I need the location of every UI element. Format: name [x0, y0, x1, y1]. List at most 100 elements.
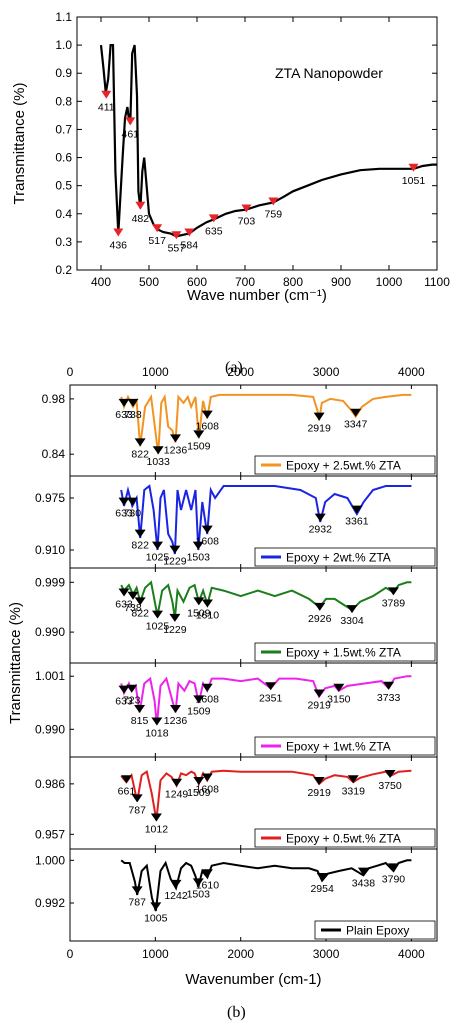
peak-label-b: 1509 [187, 705, 211, 717]
peak-label-b: 723 [123, 695, 141, 707]
peak-marker-b [169, 704, 181, 713]
legend-box-b [254, 547, 436, 567]
peak-label-b: 3733 [377, 692, 401, 704]
peak-marker-a [184, 228, 195, 237]
legend-box-b [254, 736, 436, 756]
peak-marker-b [151, 717, 163, 726]
peak-marker-b [169, 613, 181, 622]
peak-marker-b [201, 599, 213, 608]
peak-label-a: 703 [238, 216, 256, 228]
x-tick-label-b: 1000 [142, 947, 169, 961]
peak-marker-b [313, 689, 325, 698]
y-tick-label-a: 0.3 [55, 235, 72, 249]
y-tick-label-b: 0.910 [35, 543, 65, 557]
y-tick-label-b: 0.975 [35, 491, 65, 505]
legend-label-b: Epoxy + 0.5wt.% ZTA [286, 832, 401, 846]
peak-label-b: 2919 [307, 787, 331, 799]
peak-label-a: 1051 [402, 175, 426, 187]
peak-marker-b [350, 408, 362, 417]
legend-box-b [254, 828, 436, 848]
peak-label-b: 1509 [187, 440, 211, 452]
peak-marker-b [171, 778, 183, 787]
peak-marker-a [135, 201, 146, 210]
peak-marker-a [113, 228, 124, 237]
peak-label-b: 3150 [327, 694, 351, 706]
peak-label-b: 730 [124, 508, 142, 520]
peak-label-a: 517 [148, 235, 166, 247]
peak-marker-b [347, 775, 359, 784]
y-tick-label-b: 0.986 [35, 777, 65, 791]
peak-marker-b [193, 695, 205, 704]
peak-label-b: 2919 [307, 700, 331, 712]
peak-marker-b [118, 497, 130, 506]
y-tick-label-b: 0.992 [35, 896, 65, 910]
peak-marker-b [201, 525, 213, 534]
x-tick-label-a: 600 [187, 275, 207, 289]
plot-frame-a [76, 16, 438, 271]
y-tick-label-a: 0.8 [55, 94, 72, 108]
x-tick-label-b-top: 1000 [142, 365, 169, 379]
peak-label-b: 2919 [307, 423, 331, 435]
panel-frame-b [69, 848, 438, 942]
x-tick-label-b: 4000 [398, 947, 425, 961]
x-tick-label-b-top: 0 [67, 365, 74, 379]
legend-box-b [314, 920, 436, 940]
peak-label-b: 1025 [146, 621, 170, 633]
x-tick-label-b: 2000 [227, 947, 254, 961]
y-axis-label-b: Transmittance (%) [7, 602, 24, 724]
peak-marker-b [118, 685, 130, 694]
peak-label-b: 3361 [345, 516, 369, 528]
peak-label-b: 822 [131, 540, 149, 552]
peak-marker-b [120, 775, 132, 784]
peak-marker-b [313, 777, 325, 785]
peak-label-b: 2351 [259, 692, 283, 704]
peak-label-a: 461 [122, 128, 140, 140]
peak-marker-b [201, 683, 213, 692]
legend-label-b: Epoxy + 2wt.% ZTA [286, 551, 391, 565]
peak-marker-b [387, 863, 399, 872]
peak-label-a: 635 [205, 225, 223, 237]
peak-marker-b [134, 704, 146, 713]
peak-label-b: 1005 [144, 912, 168, 924]
peak-label-b: 1033 [146, 456, 170, 468]
peak-marker-b [313, 412, 325, 421]
caption-b: (b) [227, 1004, 246, 1021]
peak-label-b: 1025 [146, 552, 170, 564]
peak-label-b: 738 [124, 409, 142, 421]
y-tick-label-b: 0.84 [42, 447, 66, 461]
legend-label-b: Epoxy + 1.5wt.% ZTA [286, 646, 401, 660]
peak-marker-b [314, 513, 326, 522]
peak-marker-b [127, 398, 139, 407]
peak-label-b: 1608 [196, 421, 220, 433]
x-tick-label-a: 400 [91, 275, 111, 289]
peak-label-b: 1610 [196, 879, 220, 891]
peak-marker-b [357, 867, 369, 876]
y-tick-label-b: 0.990 [35, 722, 65, 736]
x-tick-label-a: 1000 [376, 275, 403, 289]
y-tick-label-a: 0.5 [55, 179, 72, 193]
peak-label-b: 3789 [382, 597, 406, 609]
peak-label-b: 1509 [187, 787, 211, 799]
spectrum-line-b [120, 484, 412, 555]
legend-box-b [254, 455, 436, 475]
peak-marker-b [131, 794, 143, 803]
peak-label-b: 1229 [163, 556, 187, 568]
peak-marker-b [126, 684, 138, 693]
peak-label-a: 436 [110, 239, 128, 251]
x-tick-label-b: 0 [67, 947, 74, 961]
peak-label-b: 1236 [164, 444, 188, 456]
y-tick-label-a: 0.4 [55, 207, 72, 221]
x-tick-label-a: 700 [235, 275, 255, 289]
peak-label-a: 482 [132, 213, 150, 225]
peak-marker-a [208, 214, 219, 223]
peak-marker-b [384, 770, 396, 779]
peak-marker-b [316, 873, 328, 881]
peak-marker-a [241, 204, 252, 213]
peak-marker-b [151, 610, 163, 619]
y-tick-label-b: 0.990 [35, 625, 65, 639]
peak-label-b: 1608 [196, 784, 220, 796]
peak-marker-b [126, 497, 138, 506]
y-tick-label-b: 0.98 [42, 392, 66, 406]
peak-label-b: 2954 [310, 883, 334, 895]
